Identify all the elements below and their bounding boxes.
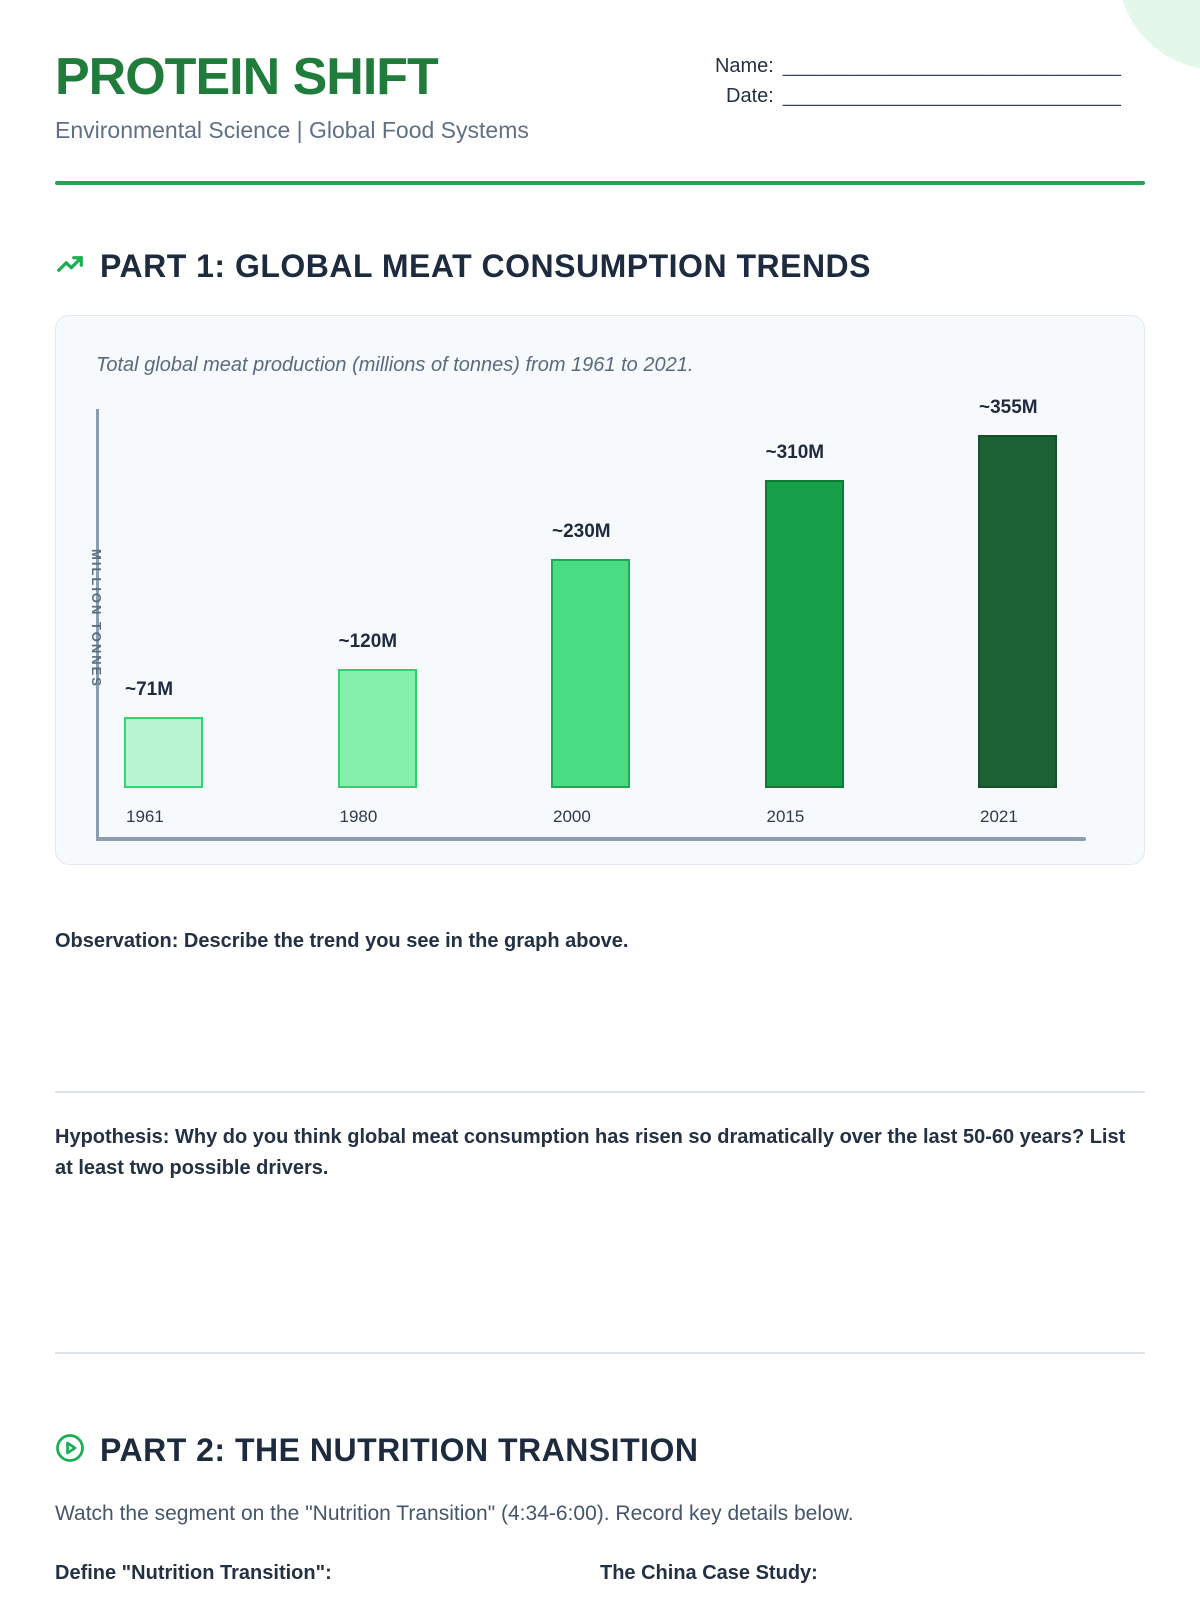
bar [337,669,417,788]
trending-up-icon [55,249,85,284]
part1-heading-label: PART 1: GLOBAL MEAT CONSUMPTION TRENDS [100,248,871,284]
play-circle-icon [55,1433,85,1468]
bar-value-label: ~355M [979,397,1038,418]
bar-chart: MILLION TONNES ~71M 1961 ~120M 1980 ~230M 200… [89,391,1104,841]
date-blank-line[interactable]: ________________________________ [782,86,1121,107]
bar-value-label: ~120M [338,631,398,652]
x-tick-label: 1961 [126,806,164,826]
bar-column: ~71M 1961 [124,679,203,837]
part2-heading: PART 2: THE NUTRITION TRANSITION [55,1432,699,1469]
bar-value-label: ~71M [125,679,174,700]
bar [124,717,203,788]
bar-column: ~310M 2015 [764,442,844,837]
bar-column: ~355M 2021 [978,397,1057,837]
observation-prompt: Observation: Describe the trend you see … [55,930,629,952]
hypothesis-answer-area[interactable] [55,1195,1145,1345]
part1-heading: PART 1: GLOBAL MEAT CONSUMPTION TRENDS [55,248,871,285]
part2-heading-label: PART 2: THE NUTRITION TRANSITION [100,1432,699,1468]
chart-caption: Total global meat production (millions o… [96,354,694,376]
x-tick-label: 2015 [766,806,805,826]
y-axis-line [96,409,99,841]
page-subtitle: Environmental Science | Global Food Syst… [55,116,529,143]
observation-answer-area[interactable] [55,960,1145,1085]
divider [55,1091,1145,1093]
date-row: Date: ________________________________ [715,85,1121,108]
divider [55,1352,1145,1354]
x-tick-label: 2021 [980,806,1018,826]
bar-column: ~230M 2000 [551,521,630,837]
hypothesis-prompt: Hypothesis: Why do you think global meat… [55,1126,1126,1179]
bar-chart-columns: ~71M 1961 ~120M 1980 ~230M 2000 ~310M 2015 ~355M… [124,391,1057,837]
define-column-heading: Define "Nutrition Transition": [55,1562,332,1584]
bar [978,435,1057,788]
y-axis-label: MILLION TONNES [89,549,104,688]
bar [551,559,630,788]
x-axis-line [96,837,1086,841]
chart-card: Total global meat production (millions o… [55,315,1145,865]
bar-value-label: ~230M [552,521,611,542]
bar [764,480,844,788]
date-label: Date: [726,85,774,107]
x-tick-label: 2000 [553,806,591,826]
page-title: PROTEIN SHIFT [55,48,439,106]
bar-column: ~120M 1980 [337,631,417,837]
corner-decoration [1118,0,1200,70]
name-blank-line[interactable]: ________________________________ [782,56,1121,77]
part2-columns: Define "Nutrition Transition": The China… [55,1562,1145,1585]
name-date-block: Name: ________________________________ D… [715,55,1121,115]
part2-instruction: Watch the segment on the "Nutrition Tran… [55,1502,854,1525]
x-tick-label: 1980 [339,806,378,826]
header-rule [55,181,1145,185]
bar-value-label: ~310M [765,442,825,463]
name-row: Name: ________________________________ [715,55,1121,78]
header: PROTEIN SHIFT Environmental Science | Gl… [55,50,529,144]
china-column-heading: The China Case Study: [600,1562,818,1584]
name-label: Name: [714,55,774,77]
